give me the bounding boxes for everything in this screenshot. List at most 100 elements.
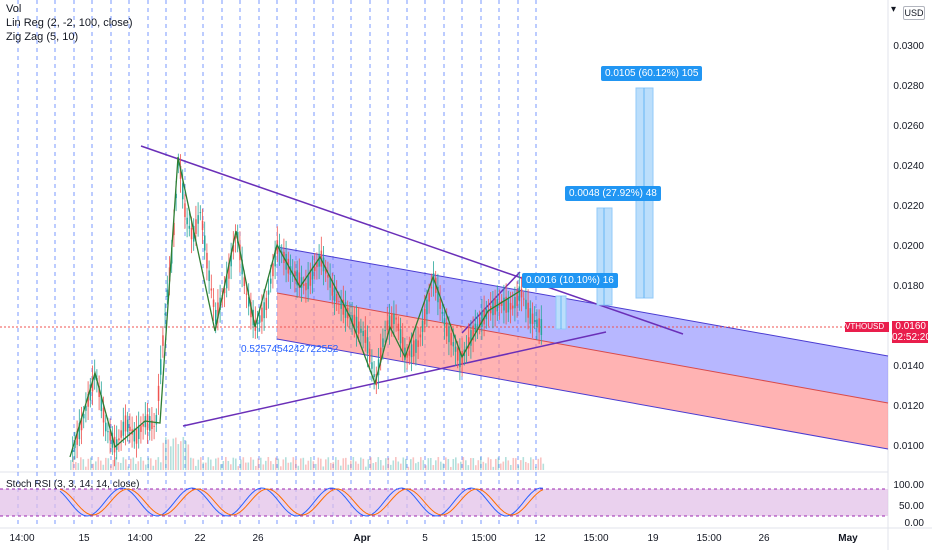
price-tick-label: 0.0120 bbox=[893, 401, 924, 412]
regression-value: 0.5257454242722552 bbox=[241, 344, 339, 355]
currency-button[interactable]: USD bbox=[903, 6, 925, 20]
volume-bar bbox=[515, 458, 517, 470]
legend-zigzag[interactable]: Zig Zag (5, 10) bbox=[6, 31, 79, 43]
candle-body bbox=[173, 222, 175, 236]
candle-body bbox=[362, 330, 364, 337]
volume-bar bbox=[275, 457, 277, 470]
legend-vol[interactable]: Vol bbox=[6, 3, 22, 15]
candle-body bbox=[206, 252, 208, 269]
price-tag-symbol: VTHOUSD bbox=[845, 322, 889, 332]
measure-callout-3[interactable]: 0.0105 (60.12%) 105 bbox=[601, 66, 703, 81]
volume-bar bbox=[235, 458, 237, 470]
candle-body bbox=[408, 350, 411, 356]
volume-bar bbox=[185, 440, 187, 470]
volume-bar bbox=[530, 457, 532, 470]
volume-bar bbox=[240, 459, 242, 470]
volume-bar bbox=[537, 458, 540, 470]
candle-body bbox=[358, 321, 360, 334]
volume-bar bbox=[497, 457, 500, 470]
volume-bar bbox=[312, 461, 315, 470]
candle-body bbox=[472, 325, 474, 341]
volume-bar bbox=[367, 459, 370, 470]
candle-body bbox=[78, 423, 81, 440]
chevron-down-icon[interactable]: ▾ bbox=[891, 4, 897, 15]
candle-body bbox=[380, 347, 382, 363]
time-tick-label: 15:00 bbox=[696, 533, 722, 544]
time-tick-label: 14:00 bbox=[127, 533, 153, 544]
candle-body bbox=[300, 277, 303, 288]
channel-top-line bbox=[276, 246, 889, 357]
candle-body bbox=[195, 219, 197, 234]
candle-body bbox=[120, 430, 122, 438]
volume-bar bbox=[172, 438, 175, 470]
volume-bar bbox=[272, 464, 275, 470]
candle-body bbox=[261, 307, 263, 322]
candle-body bbox=[525, 299, 527, 310]
volume-bar bbox=[155, 459, 157, 470]
measure-callout-1[interactable]: 0.0016 (10.10%) 16 bbox=[522, 273, 618, 288]
volume-bar bbox=[117, 462, 120, 470]
lower-trendline bbox=[182, 331, 607, 427]
price-tick-label: 0.0100 bbox=[893, 441, 924, 452]
volume-bar bbox=[415, 463, 417, 470]
volume-bar bbox=[260, 457, 262, 470]
volume-bar bbox=[220, 464, 222, 470]
candle-body bbox=[351, 315, 353, 323]
time-tick-label: 15:00 bbox=[583, 533, 609, 544]
candle-body bbox=[87, 393, 89, 407]
volume-bar bbox=[505, 457, 507, 470]
candle-body bbox=[307, 275, 309, 290]
time-tick-label: 5 bbox=[422, 533, 428, 544]
rsi-tick-label: 0.00 bbox=[904, 518, 924, 529]
volume-bar bbox=[217, 457, 220, 470]
volume-bar bbox=[190, 457, 192, 470]
candle-body bbox=[507, 298, 510, 313]
volume-bar bbox=[422, 460, 425, 470]
candle-body bbox=[226, 275, 228, 289]
candle-body bbox=[270, 278, 272, 284]
candle-body bbox=[188, 225, 191, 229]
volume-bar bbox=[355, 461, 357, 470]
candle-body bbox=[162, 335, 164, 346]
volume-bar bbox=[212, 466, 215, 470]
volume-bar bbox=[270, 461, 272, 470]
volume-bar bbox=[315, 463, 317, 470]
legend-linreg[interactable]: Lin Reg (2, -2, 100, close) bbox=[6, 17, 133, 29]
candle-body bbox=[527, 302, 529, 318]
volume-bar bbox=[420, 457, 422, 470]
volume-bar bbox=[157, 457, 160, 470]
volume-bar bbox=[517, 465, 520, 470]
volume-bar bbox=[297, 465, 300, 470]
candle-body bbox=[129, 426, 131, 432]
volume-bar bbox=[92, 463, 95, 470]
candle-body bbox=[468, 337, 470, 349]
volume-bar bbox=[150, 458, 152, 470]
rsi-legend[interactable]: Stoch RSI (3, 3, 14, 14, close) bbox=[6, 479, 140, 490]
volume-bar bbox=[282, 459, 285, 470]
volume-bar bbox=[402, 457, 405, 470]
candle-body bbox=[424, 308, 426, 325]
candle-body bbox=[98, 385, 100, 397]
volume-bar bbox=[160, 462, 162, 470]
time-tick-label: 26 bbox=[758, 533, 770, 544]
candle-body bbox=[305, 282, 307, 291]
candle-body bbox=[509, 303, 512, 310]
candle-body bbox=[116, 439, 118, 450]
candle-body bbox=[342, 299, 345, 315]
candle-body bbox=[428, 292, 430, 302]
candle-body bbox=[102, 407, 105, 423]
candle-body bbox=[72, 450, 74, 452]
time-tick-label: Apr bbox=[353, 533, 371, 544]
volume-bar bbox=[447, 458, 450, 470]
volume-bar bbox=[405, 458, 407, 470]
volume-bar bbox=[147, 457, 150, 470]
candle-body bbox=[234, 235, 237, 239]
volume-bar bbox=[502, 461, 505, 470]
volume-bar bbox=[535, 466, 537, 470]
measure-callout-2[interactable]: 0.0048 (27.92%) 48 bbox=[565, 186, 661, 201]
candle-body bbox=[364, 330, 367, 343]
volume-bar bbox=[395, 457, 397, 470]
candle-body bbox=[331, 280, 334, 296]
